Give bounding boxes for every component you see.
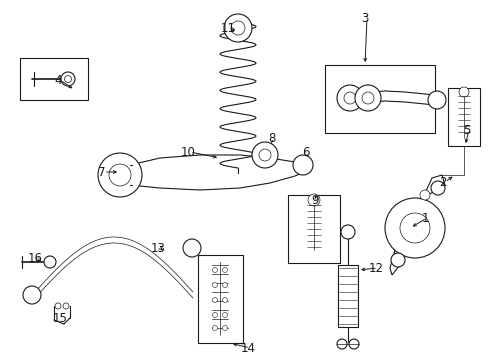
Bar <box>287 195 339 263</box>
Circle shape <box>63 303 69 309</box>
Text: 4: 4 <box>54 73 61 86</box>
Circle shape <box>259 149 270 161</box>
Text: 3: 3 <box>361 12 368 24</box>
Circle shape <box>230 21 244 35</box>
Circle shape <box>343 92 355 104</box>
Text: 8: 8 <box>268 131 275 144</box>
Circle shape <box>212 283 217 288</box>
Polygon shape <box>130 155 309 190</box>
Bar <box>337 265 357 327</box>
Circle shape <box>361 92 373 104</box>
Circle shape <box>427 91 445 109</box>
Text: 13: 13 <box>150 242 165 255</box>
Circle shape <box>212 312 217 318</box>
Circle shape <box>212 267 217 273</box>
Circle shape <box>336 85 362 111</box>
Text: 10: 10 <box>180 145 195 158</box>
Circle shape <box>348 339 358 349</box>
Text: 7: 7 <box>98 166 105 179</box>
Circle shape <box>354 85 380 111</box>
Text: 1: 1 <box>420 211 428 225</box>
Circle shape <box>390 253 404 267</box>
Circle shape <box>251 142 278 168</box>
Text: 2: 2 <box>438 175 446 189</box>
Circle shape <box>222 312 227 318</box>
Circle shape <box>430 181 444 195</box>
Circle shape <box>222 325 227 330</box>
Bar <box>20 58 88 100</box>
Circle shape <box>419 190 429 200</box>
Circle shape <box>44 256 56 268</box>
Bar <box>447 88 479 146</box>
Circle shape <box>292 155 312 175</box>
Circle shape <box>399 213 429 243</box>
Circle shape <box>307 194 319 206</box>
Text: 16: 16 <box>27 252 42 265</box>
Circle shape <box>64 76 71 82</box>
Text: 6: 6 <box>302 145 309 158</box>
Circle shape <box>384 198 444 258</box>
Polygon shape <box>389 175 444 275</box>
Circle shape <box>222 297 227 302</box>
Circle shape <box>183 239 201 257</box>
Circle shape <box>212 325 217 330</box>
Text: 12: 12 <box>368 261 383 274</box>
Text: 14: 14 <box>240 342 255 355</box>
Text: 9: 9 <box>311 194 318 207</box>
Circle shape <box>224 14 251 42</box>
Circle shape <box>212 297 217 302</box>
Circle shape <box>61 72 75 86</box>
Circle shape <box>23 286 41 304</box>
Circle shape <box>109 164 131 186</box>
Circle shape <box>336 339 346 349</box>
Circle shape <box>55 303 61 309</box>
Circle shape <box>222 267 227 273</box>
Text: 11: 11 <box>220 22 235 35</box>
Circle shape <box>98 153 142 197</box>
Bar <box>198 255 243 343</box>
Text: 5: 5 <box>462 123 470 136</box>
Text: 15: 15 <box>52 311 67 324</box>
Bar <box>325 65 434 133</box>
Circle shape <box>340 225 354 239</box>
Circle shape <box>458 87 468 97</box>
Circle shape <box>222 283 227 288</box>
